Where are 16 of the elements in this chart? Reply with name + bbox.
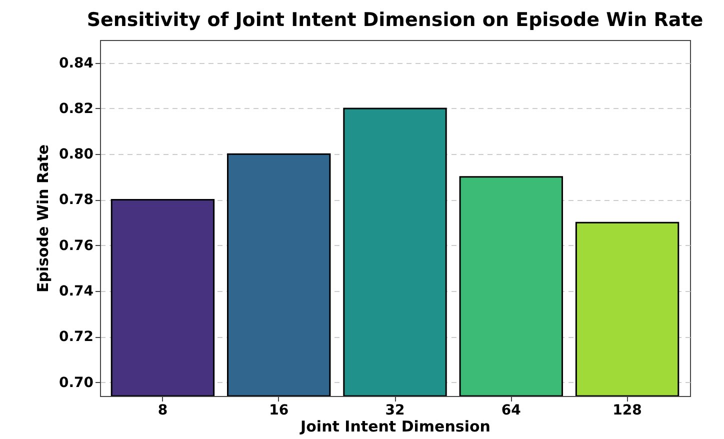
y-tick-label: 0.78 [58, 192, 94, 208]
y-tick-label: 0.84 [58, 55, 94, 72]
y-tick-label: 0.72 [58, 329, 94, 346]
y-tick-label: 0.76 [58, 238, 94, 254]
x-tick-label: 16 [269, 402, 289, 418]
y-tick-label: 0.82 [58, 100, 94, 117]
x-tick-label: 8 [158, 402, 168, 418]
y-tick-label: 0.70 [58, 374, 94, 391]
x-tick-label: 64 [501, 402, 522, 418]
x-tick-label: 32 [385, 402, 405, 418]
y-tick-label: 0.80 [58, 146, 94, 163]
x-axis-title: Joint Intent Dimension [300, 418, 490, 436]
x-tick-label: 128 [612, 402, 642, 418]
y-axis-title: Episode Win Rate [34, 144, 52, 293]
chart-title: Sensitivity of Joint Intent Dimension on Episode Win Rate [86, 9, 704, 31]
y-tick-label: 0.74 [58, 284, 94, 300]
